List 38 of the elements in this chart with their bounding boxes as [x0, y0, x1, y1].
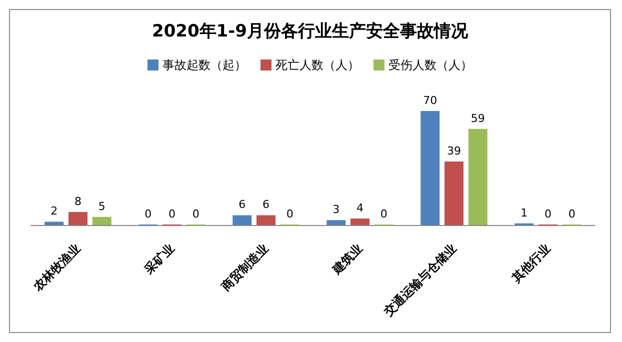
legend-label: 受伤人数（人）: [388, 58, 472, 72]
data-label: 0: [192, 208, 200, 220]
data-label: 5: [98, 200, 106, 213]
x-tick-label: 建筑业: [328, 241, 365, 278]
bar: [44, 222, 64, 225]
data-label: 6: [262, 198, 270, 212]
data-label: 0: [168, 208, 176, 220]
x-tick-label: 商贸制造业: [218, 241, 271, 294]
data-label: 2: [50, 204, 58, 218]
data-label: 0: [568, 208, 576, 220]
legend-label: 死亡人数（人）: [276, 58, 360, 72]
data-label: 0: [380, 208, 388, 220]
data-label: 8: [74, 194, 82, 208]
chart-title: 2020年1-9月份各行业生产安全事故情况: [152, 22, 470, 42]
bar: [232, 215, 252, 225]
bar: [256, 215, 276, 225]
bar: [92, 216, 112, 225]
x-tick-label: 其他行业: [508, 241, 553, 286]
data-label: 0: [286, 208, 294, 220]
legend-label: 事故起数（起）: [162, 58, 246, 72]
x-tick-label: 交通运输与仓储业: [380, 241, 459, 320]
data-label: 70: [423, 94, 438, 107]
data-label: 3: [332, 203, 340, 216]
bar: [468, 128, 488, 225]
data-label: 4: [356, 201, 364, 214]
bar: [350, 218, 370, 225]
bar: [68, 212, 88, 225]
bar: [420, 111, 440, 225]
x-tick-label: 农林牧渔业: [30, 241, 83, 294]
bar: [326, 220, 346, 225]
data-label: 59: [470, 112, 485, 125]
data-label: 0: [144, 208, 152, 220]
x-tick-label: 采矿业: [140, 241, 177, 278]
data-label: 6: [238, 198, 246, 212]
bar: [444, 161, 464, 225]
data-label: 0: [544, 208, 552, 220]
data-label: 1: [520, 206, 528, 220]
data-label: 39: [447, 144, 461, 158]
